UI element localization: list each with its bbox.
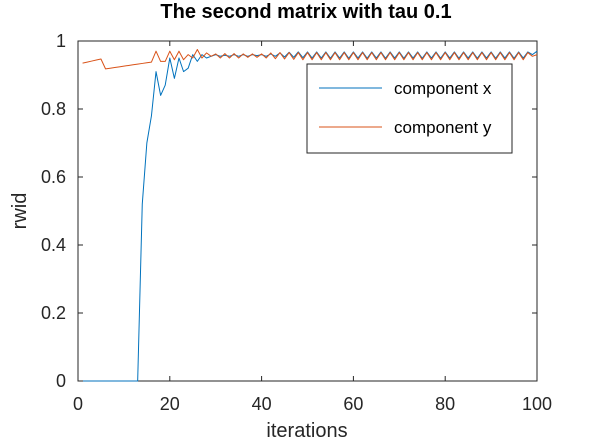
tick-layer: 0 20 40 60 80 100 0 0.2 0.4 0.6 0.8 1 [41, 31, 552, 414]
y-axis-label: rwid [9, 193, 31, 230]
series-line-component-x [78, 50, 538, 382]
legend-box [306, 63, 513, 154]
x-tick-label-60: 60 [343, 394, 363, 414]
y-tick-label-0: 0 [56, 371, 66, 391]
series-layer [78, 49, 538, 382]
y-tick-label-0.6: 0.6 [41, 167, 66, 187]
series-line-component-y [82, 49, 538, 70]
x-tick-label-40: 40 [252, 394, 272, 414]
x-axis-label: iterations [266, 420, 347, 440]
x-tick-label-80: 80 [435, 394, 455, 414]
y-tick-label-0.4: 0.4 [41, 235, 66, 255]
legend: component x component y [306, 63, 513, 154]
legend-label-component-x: component x [394, 79, 492, 98]
y-tick-label-0.2: 0.2 [41, 303, 66, 323]
x-tick-label-0: 0 [73, 394, 83, 414]
x-tick-label-100: 100 [522, 394, 552, 414]
legend-label-component-y: component y [394, 118, 492, 137]
x-tick-label-20: 20 [160, 394, 180, 414]
y-tick-label-0.8: 0.8 [41, 99, 66, 119]
y-tick-label-1: 1 [56, 31, 66, 51]
chart-title: The second matrix with tau 0.1 [160, 1, 451, 23]
